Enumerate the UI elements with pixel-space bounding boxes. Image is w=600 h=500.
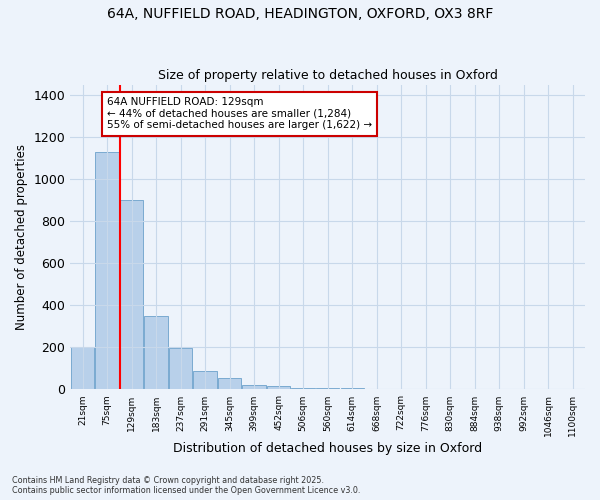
Bar bbox=[193, 370, 217, 390]
Title: Size of property relative to detached houses in Oxford: Size of property relative to detached ho… bbox=[158, 69, 497, 82]
Bar bbox=[218, 378, 241, 390]
Y-axis label: Number of detached properties: Number of detached properties bbox=[15, 144, 28, 330]
Bar bbox=[292, 388, 315, 390]
Bar bbox=[71, 348, 94, 390]
X-axis label: Distribution of detached houses by size in Oxford: Distribution of detached houses by size … bbox=[173, 442, 482, 455]
Text: 64A NUFFIELD ROAD: 129sqm
← 44% of detached houses are smaller (1,284)
55% of se: 64A NUFFIELD ROAD: 129sqm ← 44% of detac… bbox=[107, 97, 372, 130]
Text: Contains HM Land Registry data © Crown copyright and database right 2025.
Contai: Contains HM Land Registry data © Crown c… bbox=[12, 476, 361, 495]
Bar bbox=[95, 152, 119, 390]
Bar bbox=[267, 386, 290, 390]
Bar bbox=[316, 388, 339, 390]
Bar bbox=[120, 200, 143, 390]
Bar bbox=[145, 316, 168, 390]
Text: 64A, NUFFIELD ROAD, HEADINGTON, OXFORD, OX3 8RF: 64A, NUFFIELD ROAD, HEADINGTON, OXFORD, … bbox=[107, 8, 493, 22]
Bar bbox=[242, 386, 266, 390]
Bar bbox=[341, 388, 364, 390]
Bar bbox=[169, 348, 192, 390]
